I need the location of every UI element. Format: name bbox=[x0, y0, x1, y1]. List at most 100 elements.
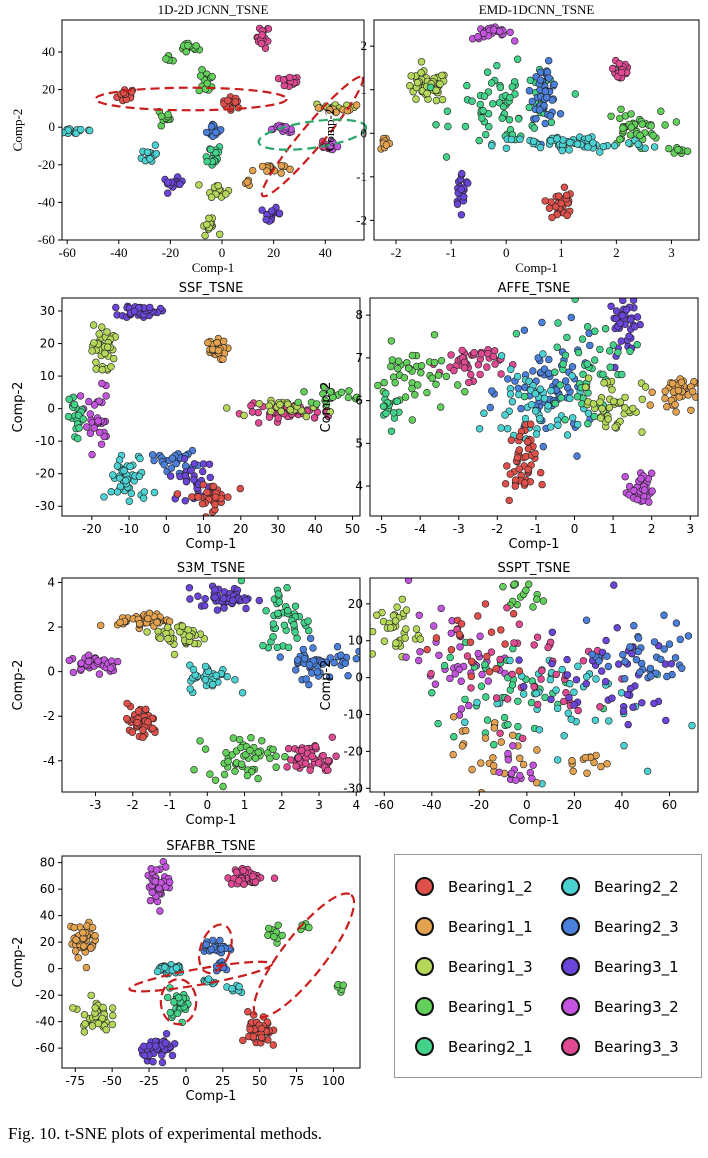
data-point bbox=[557, 199, 565, 208]
data-point bbox=[261, 44, 270, 52]
data-point bbox=[596, 148, 604, 156]
data-point bbox=[279, 76, 288, 84]
data-point bbox=[199, 467, 207, 476]
data-point bbox=[524, 445, 533, 453]
legend-entry: Bearing3_3 bbox=[561, 1037, 679, 1056]
data-point bbox=[449, 750, 457, 759]
data-point bbox=[515, 754, 524, 762]
data-point bbox=[643, 767, 652, 775]
figure-caption: Fig. 10. t-SNE plots of experimental met… bbox=[8, 1124, 322, 1143]
data-point bbox=[507, 365, 515, 373]
x-tick-label: 2 bbox=[648, 522, 656, 536]
data-point bbox=[213, 339, 221, 347]
data-point bbox=[502, 144, 511, 153]
data-point bbox=[584, 134, 593, 143]
data-point bbox=[280, 621, 289, 629]
data-point bbox=[608, 386, 616, 394]
x-tick-label: 3 bbox=[686, 522, 694, 536]
data-point bbox=[699, 391, 706, 398]
x-tick-label: 40 bbox=[319, 245, 332, 260]
data-point bbox=[508, 681, 517, 689]
data-point bbox=[158, 112, 166, 121]
data-point bbox=[568, 414, 577, 422]
data-point bbox=[512, 776, 520, 784]
legend-entry: Bearing2_1 bbox=[415, 1037, 533, 1056]
data-point bbox=[168, 454, 177, 462]
data-point bbox=[461, 388, 469, 396]
data-point bbox=[398, 595, 406, 603]
data-point bbox=[474, 32, 482, 41]
data-point bbox=[617, 68, 626, 77]
data-point bbox=[202, 128, 211, 137]
x-tick-label: 1 bbox=[558, 245, 565, 260]
data-point bbox=[636, 668, 644, 676]
data-point bbox=[203, 220, 211, 229]
data-point bbox=[108, 1020, 117, 1029]
data-point bbox=[677, 378, 686, 387]
data-point bbox=[599, 370, 607, 379]
data-point bbox=[505, 115, 514, 124]
data-point bbox=[597, 667, 606, 675]
data-point bbox=[554, 319, 562, 327]
data-point bbox=[330, 658, 338, 667]
x-tick-label: 20 bbox=[233, 522, 248, 536]
legend-entry: Bearing2_3 bbox=[561, 917, 679, 936]
data-point bbox=[139, 733, 147, 741]
data-point bbox=[109, 1011, 117, 1020]
data-point bbox=[490, 724, 498, 732]
data-point bbox=[267, 407, 275, 416]
data-point bbox=[156, 907, 164, 915]
data-point bbox=[294, 398, 302, 407]
data-point bbox=[446, 653, 454, 662]
data-point bbox=[99, 1003, 107, 1012]
data-point bbox=[430, 331, 439, 339]
y-tick-label: 20 bbox=[40, 337, 55, 351]
data-point bbox=[153, 866, 161, 874]
x-axis-label: Comp-1 bbox=[192, 260, 235, 275]
x-tick-label: 3 bbox=[315, 798, 323, 812]
data-point bbox=[619, 707, 628, 715]
data-point bbox=[518, 734, 527, 743]
data-point bbox=[536, 414, 544, 423]
data-point bbox=[76, 392, 85, 400]
data-point bbox=[100, 493, 108, 501]
data-point bbox=[130, 307, 139, 316]
data-point bbox=[109, 471, 117, 479]
data-point bbox=[650, 638, 659, 646]
data-point bbox=[172, 459, 180, 468]
data-point bbox=[514, 722, 522, 731]
data-point bbox=[222, 748, 230, 757]
legend-label: Bearing2_2 bbox=[594, 877, 679, 896]
data-point bbox=[70, 400, 79, 409]
legend-label: Bearing2_1 bbox=[448, 1037, 533, 1056]
data-point bbox=[501, 480, 510, 488]
y-axis-label: Comp-2 bbox=[322, 109, 337, 152]
data-point bbox=[584, 143, 592, 151]
data-point bbox=[553, 343, 561, 351]
data-point bbox=[229, 596, 237, 605]
data-point bbox=[201, 601, 209, 610]
data-point bbox=[483, 68, 492, 76]
data-point bbox=[636, 131, 644, 140]
data-point bbox=[414, 381, 422, 389]
legend-label: Bearing3_1 bbox=[594, 957, 679, 976]
data-point bbox=[75, 424, 83, 432]
data-point bbox=[661, 387, 669, 395]
data-point bbox=[203, 488, 211, 496]
data-point bbox=[444, 122, 452, 131]
data-point bbox=[520, 326, 529, 334]
data-point bbox=[332, 752, 340, 760]
data-point bbox=[560, 183, 569, 192]
data-point bbox=[202, 513, 210, 516]
data-point bbox=[413, 78, 422, 87]
data-point bbox=[616, 398, 625, 406]
data-point bbox=[103, 343, 112, 351]
data-point bbox=[440, 661, 449, 670]
data-point bbox=[69, 1004, 77, 1012]
y-tick-label: 4 bbox=[47, 575, 55, 589]
data-point bbox=[631, 323, 639, 331]
y-tick-label: 20 bbox=[42, 82, 55, 97]
data-point bbox=[503, 604, 511, 612]
data-point bbox=[286, 73, 294, 82]
data-point bbox=[426, 83, 435, 92]
